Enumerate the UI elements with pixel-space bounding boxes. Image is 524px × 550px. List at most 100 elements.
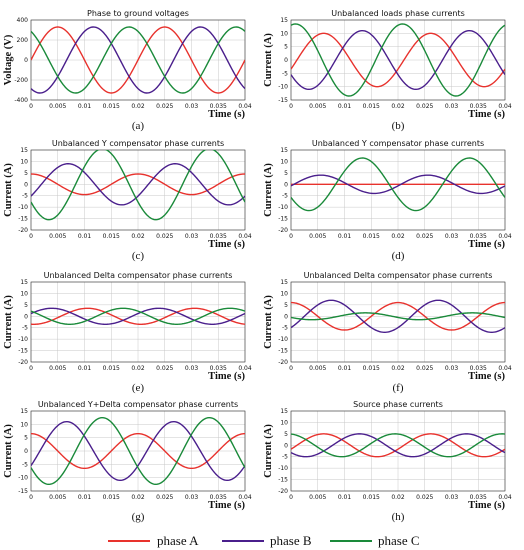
y-tick-label: 5 bbox=[284, 431, 288, 438]
panel-caption: (c) bbox=[132, 250, 145, 262]
y-tick-label: 15 bbox=[280, 279, 288, 286]
panel-title: Unbalanced Delta compensator phase curre… bbox=[304, 271, 493, 280]
y-tick-label: 15 bbox=[20, 279, 28, 286]
x-tick-label: 0.04 bbox=[498, 233, 512, 240]
x-axis-label: Time (s) bbox=[468, 371, 505, 382]
series-phase-c bbox=[291, 433, 505, 458]
y-tick-label: -200 bbox=[14, 77, 28, 84]
series-phase-a bbox=[291, 32, 505, 88]
panel-b: Unbalanced loads phase currents 0 0.005 0.0… bbox=[263, 9, 512, 132]
y-axis-label: Current (A) bbox=[3, 424, 14, 478]
series-phase-a bbox=[31, 432, 245, 470]
y-tick-label: 15 bbox=[20, 408, 28, 415]
x-tick-label: 0.005 bbox=[309, 365, 326, 372]
x-tick-label: 0.015 bbox=[363, 494, 380, 501]
y-tick-label: -10 bbox=[18, 336, 28, 343]
y-tick-label: 0 bbox=[24, 181, 28, 188]
y-axis-label: Voltage (V) bbox=[3, 34, 14, 85]
panel-h: Source phase currents 0 0.005 0.01 0.015 0.02… bbox=[263, 400, 512, 523]
y-tick-label: 0 bbox=[24, 57, 28, 64]
x-axis-label: Time (s) bbox=[208, 500, 245, 511]
x-tick-label: 0.015 bbox=[363, 233, 380, 240]
x-tick-label: 0.035 bbox=[470, 103, 487, 110]
series-phase-c bbox=[31, 307, 245, 325]
y-tick-label: 0 bbox=[24, 313, 28, 320]
x-tick-label: 0.015 bbox=[103, 233, 120, 240]
x-tick-label: 0.01 bbox=[338, 494, 352, 501]
x-tick-label: 0.01 bbox=[78, 233, 92, 240]
y-tick-label: 5 bbox=[24, 302, 28, 309]
y-tick-label: -15 bbox=[278, 348, 288, 355]
legend: phase A phase B phase C bbox=[108, 533, 420, 548]
x-tick-label: 0.04 bbox=[238, 365, 252, 372]
y-tick-label: -10 bbox=[278, 204, 288, 211]
y-tick-label: 5 bbox=[284, 302, 288, 309]
panel-title: Unbalanced Y compensator phase currents bbox=[52, 139, 224, 148]
legend-label-phase-b: phase B bbox=[270, 533, 312, 548]
plot-frame bbox=[30, 410, 246, 492]
x-tick-label: 0.01 bbox=[338, 103, 352, 110]
y-tick-label: 15 bbox=[280, 17, 288, 24]
x-tick-label: 0.015 bbox=[103, 494, 120, 501]
x-tick-label: 0.01 bbox=[78, 365, 92, 372]
panel-caption: (g) bbox=[132, 511, 145, 523]
x-tick-label: 0.02 bbox=[391, 365, 405, 372]
x-tick-label: 0.03 bbox=[185, 233, 199, 240]
series-phase-b bbox=[31, 163, 245, 206]
panel-caption: (b) bbox=[392, 120, 405, 132]
panel-title: Unbalanced loads phase currents bbox=[331, 9, 465, 18]
x-tick-label: 0.03 bbox=[185, 365, 199, 372]
y-tick-label: 0 bbox=[284, 442, 288, 449]
plot-frame bbox=[30, 149, 246, 231]
panel-a: Phase to ground voltages 0 0.005 0.01 0.015 0… bbox=[3, 9, 252, 132]
x-tick-label: 0.02 bbox=[391, 233, 405, 240]
panel-caption: (f) bbox=[393, 382, 404, 394]
y-tick-label: 200 bbox=[17, 37, 29, 44]
x-tick-label: 0.03 bbox=[445, 103, 459, 110]
y-tick-label: -15 bbox=[18, 216, 28, 223]
y-tick-label: -5 bbox=[282, 70, 288, 77]
x-tick-label: 0.02 bbox=[131, 103, 145, 110]
x-tick-label: 0.025 bbox=[416, 494, 433, 501]
y-tick-label: -400 bbox=[14, 97, 28, 104]
x-axis-label: Time (s) bbox=[468, 500, 505, 511]
y-tick-label: -10 bbox=[278, 465, 288, 472]
y-tick-label: 10 bbox=[20, 421, 28, 428]
y-tick-label: 400 bbox=[17, 17, 29, 24]
y-tick-label: -20 bbox=[278, 488, 288, 495]
y-axis-label: Current (A) bbox=[263, 424, 274, 478]
y-tick-label: -15 bbox=[18, 348, 28, 355]
y-tick-label: 5 bbox=[24, 435, 28, 442]
x-tick-label: 0.03 bbox=[185, 103, 199, 110]
x-tick-label: 0.015 bbox=[363, 103, 380, 110]
series-phase-a bbox=[31, 173, 245, 196]
panel-c: Unbalanced Y compensator phase currents 0… bbox=[3, 139, 252, 262]
y-tick-label: 15 bbox=[280, 147, 288, 154]
y-axis-label: Current (A) bbox=[263, 163, 274, 217]
series-phase-b bbox=[291, 299, 505, 333]
panel-e: Unbalanced Delta compensator phase curre… bbox=[3, 271, 252, 394]
x-tick-label: 0.015 bbox=[103, 365, 120, 372]
series-phase-c bbox=[31, 150, 245, 221]
x-tick-label: 0.005 bbox=[49, 494, 66, 501]
x-tick-label: 0.025 bbox=[416, 103, 433, 110]
x-axis-label: Time (s) bbox=[208, 371, 245, 382]
x-tick-label: 0.015 bbox=[103, 103, 120, 110]
y-tick-label: 15 bbox=[280, 408, 288, 415]
series-phase-b bbox=[31, 26, 245, 94]
x-tick-label: 0 bbox=[29, 365, 33, 372]
x-tick-label: 0.01 bbox=[338, 233, 352, 240]
y-axis-label: Current (A) bbox=[263, 33, 274, 87]
x-tick-label: 0.02 bbox=[391, 103, 405, 110]
series-phase-c bbox=[291, 157, 505, 212]
x-tick-label: 0.035 bbox=[470, 233, 487, 240]
y-axis-label: Current (A) bbox=[263, 295, 274, 349]
y-tick-label: -10 bbox=[18, 204, 28, 211]
x-tick-label: 0 bbox=[289, 494, 293, 501]
x-tick-label: 0.02 bbox=[131, 365, 145, 372]
series-phase-a bbox=[291, 433, 505, 458]
panel-caption: (h) bbox=[392, 511, 405, 523]
x-axis-label: Time (s) bbox=[468, 109, 505, 120]
series-phase-b bbox=[291, 29, 505, 91]
